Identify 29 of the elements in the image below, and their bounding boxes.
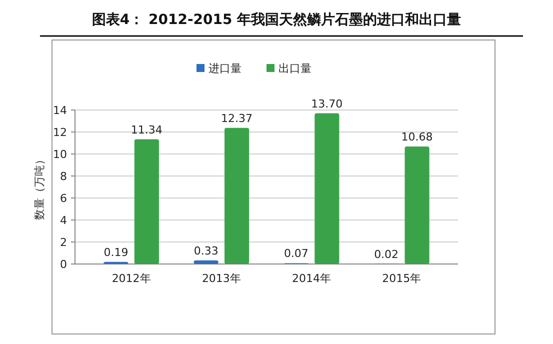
y-tick-label: 12 [53, 126, 67, 139]
legend-label: 出口量 [278, 62, 312, 75]
data-label: 10.68 [401, 130, 433, 144]
x-tick-label: 2013年 [202, 272, 241, 285]
y-axis-title: 数量（万吨） [33, 154, 46, 220]
x-tick-label: 2012年 [112, 272, 151, 285]
data-label: 13.70 [311, 97, 343, 110]
y-tick-label: 4 [60, 214, 67, 227]
y-tick-label: 2 [60, 236, 67, 249]
bar [314, 113, 340, 264]
data-label: 0.02 [374, 248, 399, 261]
chart-title: 图表4： 2012-2015 年我国天然鳞片石墨的进口和出口量 [92, 12, 462, 28]
bar [194, 260, 218, 264]
data-label: 11.34 [130, 123, 162, 136]
y-tick-label: 14 [53, 104, 67, 117]
data-label: 12.37 [221, 112, 253, 125]
data-label: 0.33 [194, 244, 218, 258]
x-tick-label: 2014年 [292, 272, 332, 285]
y-tick-label: 0 [60, 258, 67, 271]
bar [224, 128, 250, 264]
y-tick-label: 10 [53, 148, 67, 161]
y-tick-label: 6 [60, 192, 67, 205]
data-label: 0.19 [104, 246, 128, 259]
bar [134, 139, 159, 264]
legend-label: 进口量 [208, 62, 242, 75]
y-tick-label: 8 [60, 170, 67, 183]
data-label: 0.07 [284, 247, 308, 260]
x-tick-label: 2015年 [382, 272, 422, 285]
bar [404, 146, 430, 264]
